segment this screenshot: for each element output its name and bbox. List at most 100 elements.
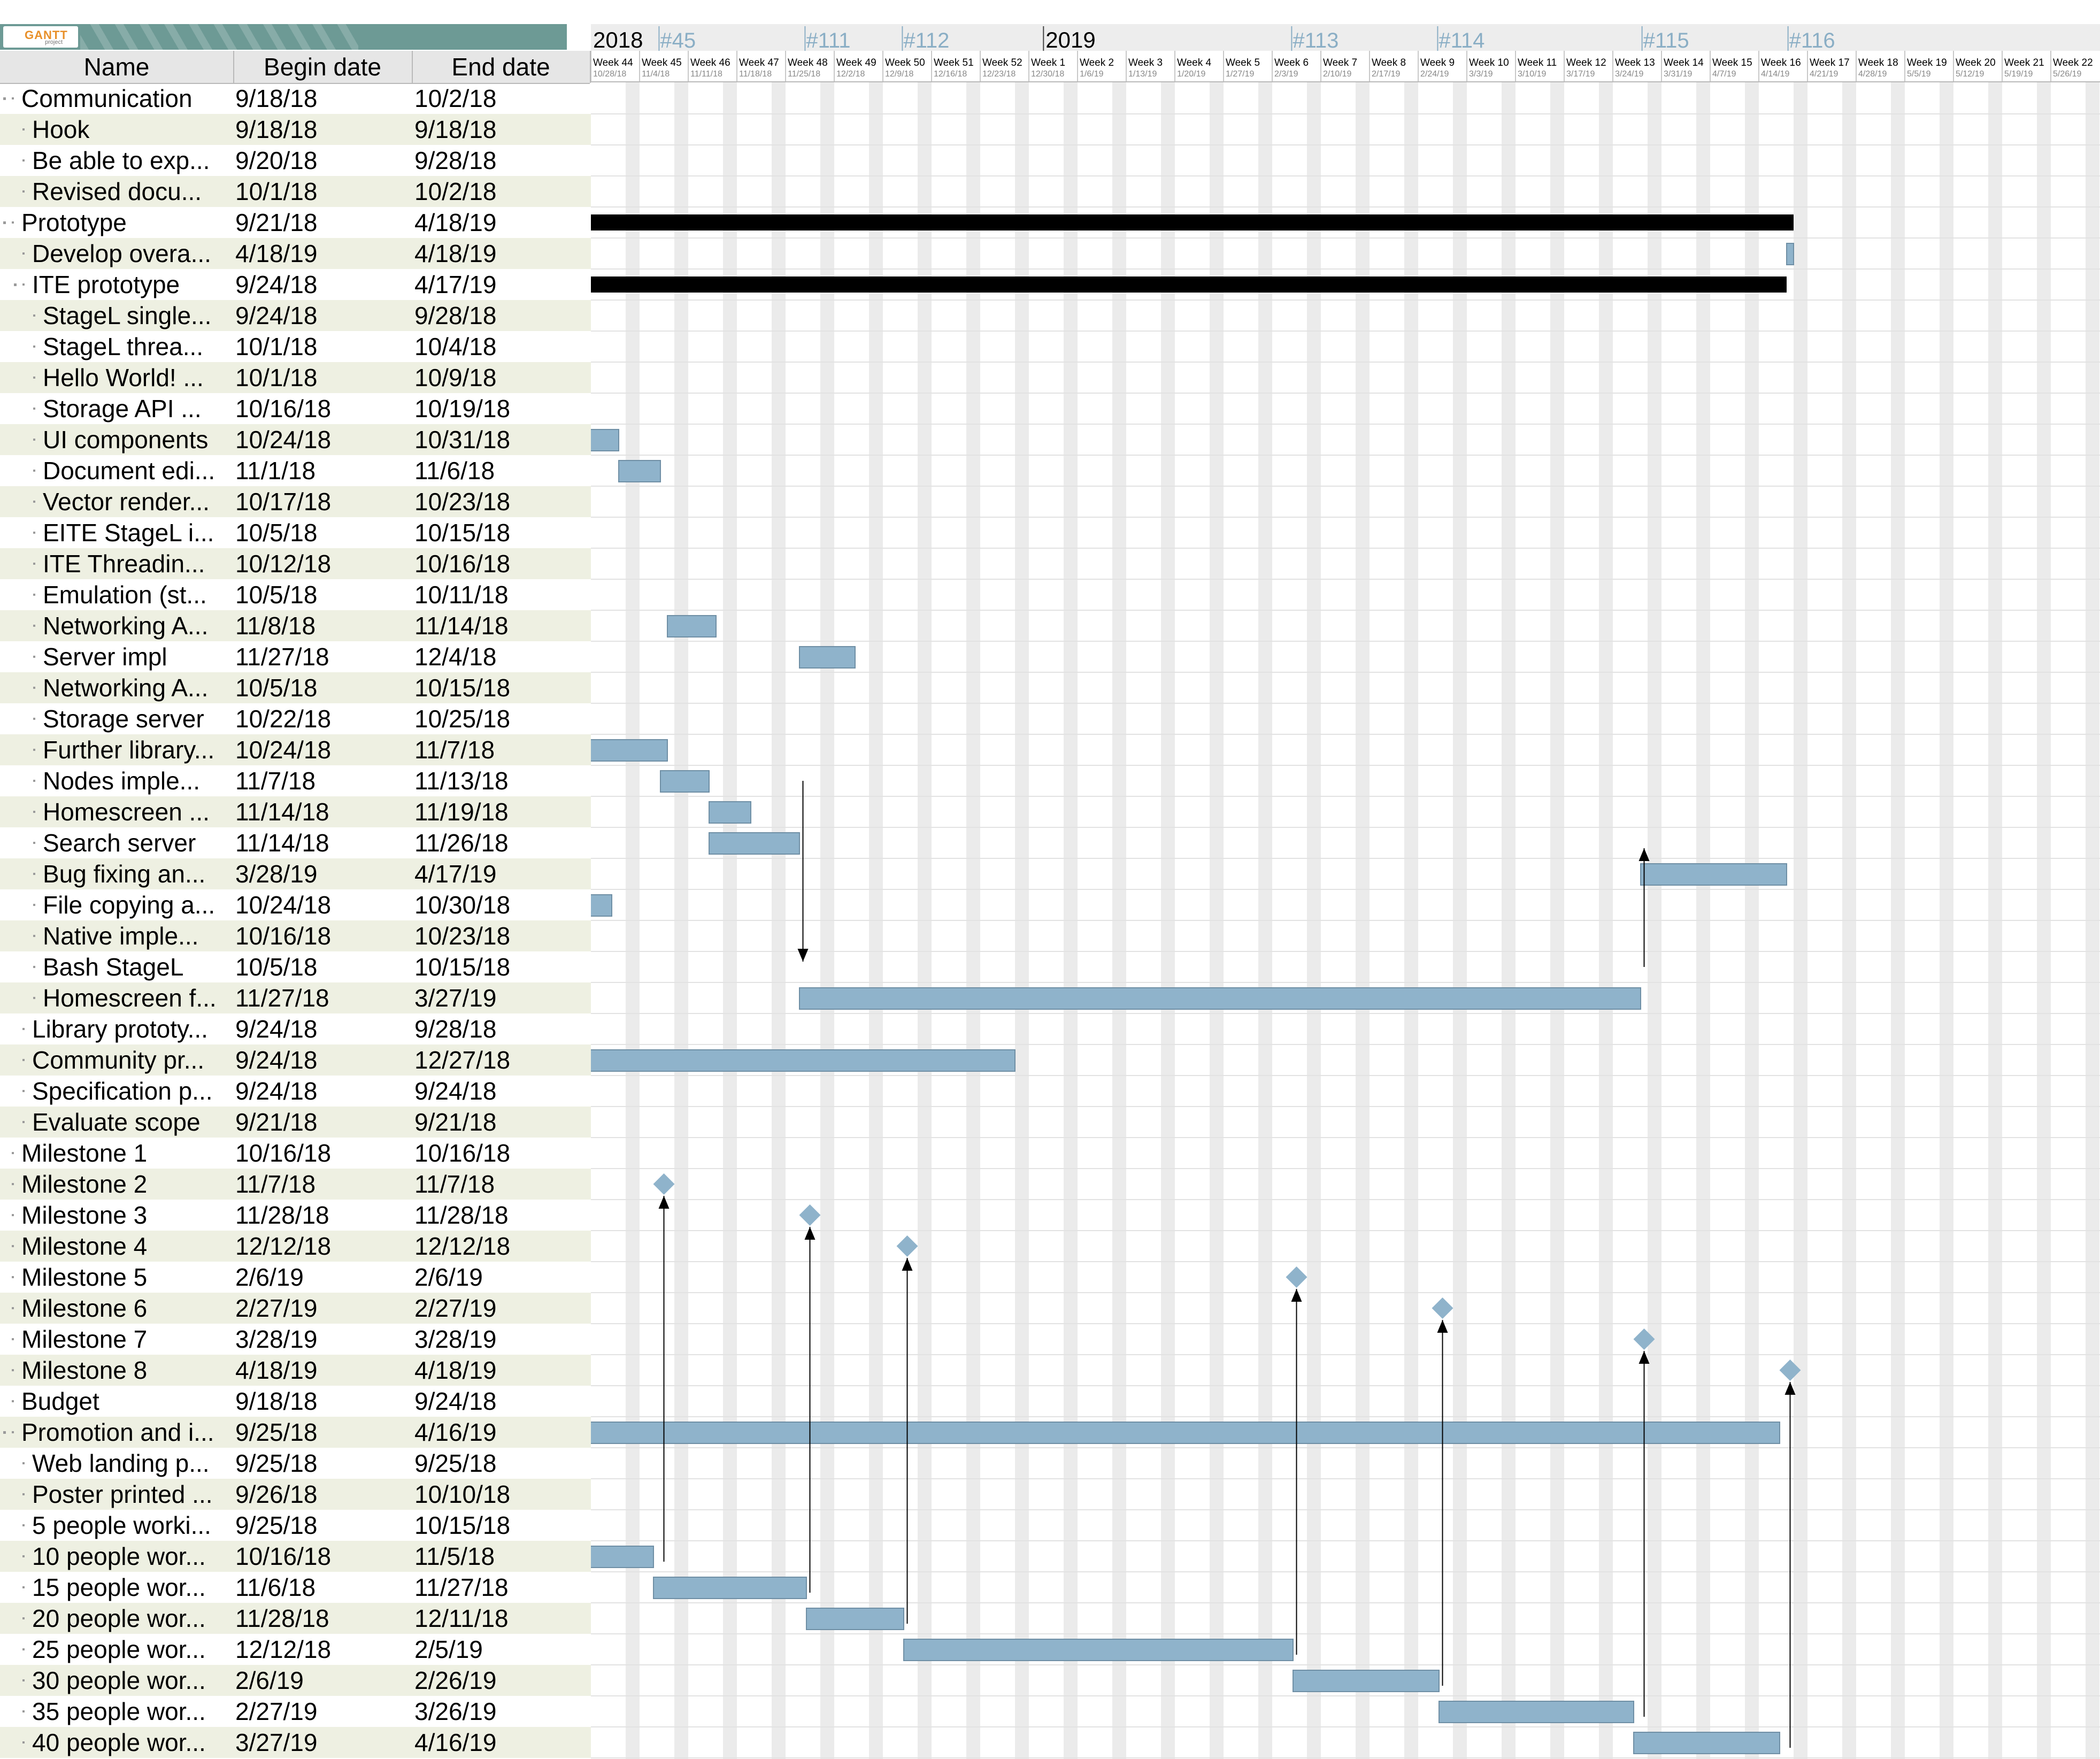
timeline-year-band[interactable] xyxy=(591,24,2100,51)
milestone-diamond[interactable] xyxy=(1432,1297,1453,1319)
task-row[interactable]: Milestone 7 3/28/19 3/28/19 xyxy=(0,1324,591,1355)
task-row[interactable]: Web landing p... 9/25/18 9/25/18 xyxy=(0,1448,591,1479)
task-row[interactable]: Storage server 10/22/18 10/25/18 xyxy=(0,703,591,734)
task-bar[interactable] xyxy=(618,460,661,482)
milestone-diamond[interactable] xyxy=(896,1235,918,1257)
task-row[interactable]: 15 people wor... 11/6/18 11/27/18 xyxy=(0,1572,591,1603)
task-row[interactable]: 5 people worki... 9/25/18 10/15/18 xyxy=(0,1510,591,1541)
dependency-arrow-icon[interactable] xyxy=(1291,1289,1302,1302)
task-row[interactable]: Hook 9/18/18 9/18/18 xyxy=(0,114,591,145)
task-row[interactable]: Milestone 1 10/16/18 10/16/18 xyxy=(0,1138,591,1169)
task-row[interactable]: Homescreen f... 11/27/18 3/27/19 xyxy=(0,982,591,1013)
task-row[interactable]: Bash StageL 10/5/18 10/15/18 xyxy=(0,951,591,982)
task-bar[interactable] xyxy=(1633,1732,1780,1754)
task-row[interactable]: 10 people wor... 10/16/18 11/5/18 xyxy=(0,1541,591,1572)
task-row[interactable]: 40 people wor... 3/27/19 4/16/19 xyxy=(0,1727,591,1758)
task-bar[interactable] xyxy=(1439,1701,1634,1723)
milestone-diamond[interactable] xyxy=(1286,1266,1307,1288)
task-row[interactable]: Specification p... 9/24/18 9/24/18 xyxy=(0,1076,591,1107)
task-bar[interactable] xyxy=(903,1639,1294,1661)
task-row[interactable]: Networking A... 10/5/18 10/15/18 xyxy=(0,672,591,703)
dependency-arrow-icon[interactable] xyxy=(1437,1320,1448,1333)
dependency-arrow-icon[interactable] xyxy=(658,1196,670,1209)
task-bar[interactable] xyxy=(591,1049,1016,1072)
task-row[interactable]: File copying a... 10/24/18 10/30/18 xyxy=(0,889,591,920)
task-row[interactable]: Native imple... 10/16/18 10/23/18 xyxy=(0,920,591,951)
dependency-arrow-icon[interactable] xyxy=(1784,1382,1796,1395)
task-bar[interactable] xyxy=(1786,243,1794,265)
task-bar[interactable] xyxy=(591,1546,654,1568)
task-row[interactable]: Bug fixing an... 3/28/19 4/17/19 xyxy=(0,858,591,889)
task-bar[interactable] xyxy=(799,987,1641,1010)
task-row[interactable]: ITE Threadin... 10/12/18 10/16/18 xyxy=(0,548,591,579)
task-row[interactable]: Milestone 5 2/6/19 2/6/19 xyxy=(0,1262,591,1293)
task-row[interactable]: Vector render... 10/17/18 10/23/18 xyxy=(0,486,591,517)
task-bar[interactable] xyxy=(591,894,612,917)
task-row[interactable]: Networking A... 11/8/18 11/14/18 xyxy=(0,610,591,641)
task-row[interactable]: Milestone 2 11/7/18 11/7/18 xyxy=(0,1169,591,1200)
task-bar[interactable] xyxy=(709,801,751,824)
task-bar[interactable] xyxy=(667,615,717,637)
task-row[interactable]: Evaluate scope 9/21/18 9/21/18 xyxy=(0,1107,591,1138)
milestone-diamond[interactable] xyxy=(1779,1359,1801,1381)
task-bar[interactable] xyxy=(799,646,856,669)
task-row[interactable]: 20 people wor... 11/28/18 12/11/18 xyxy=(0,1603,591,1634)
task-row[interactable]: Storage API ... 10/16/18 10/19/18 xyxy=(0,393,591,424)
expand-toggle-icon[interactable] xyxy=(14,283,17,286)
task-row[interactable]: Emulation (st... 10/5/18 10/11/18 xyxy=(0,579,591,610)
task-row[interactable]: Be able to exp... 9/20/18 9/28/18 xyxy=(0,145,591,176)
expand-toggle-icon[interactable] xyxy=(3,97,6,100)
summary-bar[interactable] xyxy=(591,276,1787,293)
task-row[interactable]: Community pr... 9/24/18 12/27/18 xyxy=(0,1044,591,1076)
task-row[interactable]: 30 people wor... 2/6/19 2/26/19 xyxy=(0,1665,591,1696)
task-row[interactable]: Milestone 3 11/28/18 11/28/18 xyxy=(0,1200,591,1231)
task-row[interactable]: 35 people wor... 2/27/19 3/26/19 xyxy=(0,1696,591,1727)
task-row[interactable]: Revised docu... 10/1/18 10/2/18 xyxy=(0,176,591,207)
task-row[interactable]: Milestone 4 12/12/18 12/12/18 xyxy=(0,1231,591,1262)
task-bar[interactable] xyxy=(709,832,800,855)
task-row[interactable]: Communication 9/18/18 10/2/18 xyxy=(0,83,591,114)
task-row[interactable]: 25 people wor... 12/12/18 2/5/19 xyxy=(0,1634,591,1665)
column-header-begin-date[interactable]: Begin date xyxy=(233,51,413,83)
task-bar[interactable] xyxy=(1293,1670,1440,1692)
task-row[interactable]: Nodes imple... 11/7/18 11/13/18 xyxy=(0,765,591,796)
task-bar[interactable] xyxy=(660,770,710,793)
dependency-arrow-icon[interactable] xyxy=(804,1227,816,1240)
expand-toggle-icon[interactable] xyxy=(3,1431,6,1434)
task-row[interactable]: Document edi... 11/1/18 11/6/18 xyxy=(0,455,591,486)
task-row[interactable]: Prototype 9/21/18 4/18/19 xyxy=(0,207,591,238)
gantt-chart[interactable]: Week 44 10/28/18 Week 45 11/4/18 Week 46 11/1… xyxy=(591,24,2100,1759)
task-bar[interactable] xyxy=(591,429,619,451)
task-bar[interactable] xyxy=(806,1608,904,1630)
task-row[interactable]: EITE StageL i... 10/5/18 10/15/18 xyxy=(0,517,591,548)
dependency-arrow-icon[interactable] xyxy=(1639,848,1650,861)
task-bar[interactable] xyxy=(653,1577,807,1599)
task-row[interactable]: Library prototy... 9/24/18 9/28/18 xyxy=(0,1013,591,1044)
task-bar[interactable] xyxy=(591,739,668,762)
task-row[interactable]: ITE prototype 9/24/18 4/17/19 xyxy=(0,269,591,300)
task-row[interactable]: UI components 10/24/18 10/31/18 xyxy=(0,424,591,455)
dependency-arrow-icon[interactable] xyxy=(1639,1351,1650,1364)
milestone-diamond[interactable] xyxy=(653,1173,675,1195)
task-row[interactable]: Search server 11/14/18 11/26/18 xyxy=(0,827,591,858)
task-row[interactable]: StageL single... 9/24/18 9/28/18 xyxy=(0,300,591,331)
task-row[interactable]: Hello World! ... 10/1/18 10/9/18 xyxy=(0,362,591,393)
task-bar[interactable] xyxy=(591,1422,1780,1444)
expand-toggle-icon[interactable] xyxy=(3,221,6,224)
task-row[interactable]: Further library... 10/24/18 11/7/18 xyxy=(0,734,591,765)
dependency-arrow-icon[interactable] xyxy=(797,949,809,962)
timeline-week-band[interactable] xyxy=(591,51,2100,82)
summary-bar[interactable] xyxy=(591,214,1794,231)
milestone-diamond[interactable] xyxy=(1633,1328,1655,1350)
column-header-end-date[interactable]: End date xyxy=(412,51,591,83)
dependency-arrow-icon[interactable] xyxy=(902,1258,913,1271)
column-header-name[interactable]: Name xyxy=(0,51,234,83)
task-row[interactable]: Homescreen ... 11/14/18 11/19/18 xyxy=(0,796,591,827)
milestone-diamond[interactable] xyxy=(799,1204,821,1226)
task-row[interactable]: Budget 9/18/18 9/24/18 xyxy=(0,1386,591,1417)
task-row[interactable]: Develop overa... 4/18/19 4/18/19 xyxy=(0,238,591,269)
task-row[interactable]: Server impl 11/27/18 12/4/18 xyxy=(0,641,591,672)
task-row[interactable]: Milestone 8 4/18/19 4/18/19 xyxy=(0,1355,591,1386)
task-row[interactable]: Promotion and i... 9/25/18 4/16/19 xyxy=(0,1417,591,1448)
task-bar[interactable] xyxy=(1640,863,1787,886)
